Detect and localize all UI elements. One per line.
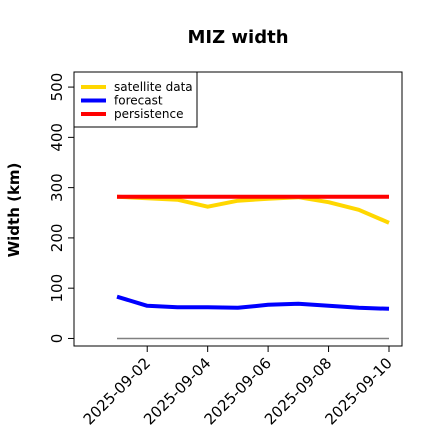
x-axis: 2025-09-022025-09-042025-09-062025-09-08… (80, 346, 396, 428)
y-tick-label: 500 (48, 73, 66, 102)
chart-title: MIZ width (187, 27, 288, 48)
y-axis-label: Width (km) (5, 163, 23, 258)
y-tick-label: 400 (48, 123, 66, 152)
legend-label-forecast: forecast (114, 94, 163, 108)
y-tick-label: 100 (48, 274, 66, 303)
legend-label-satellite-data: satellite data (114, 80, 193, 94)
y-tick-label: 0 (48, 334, 66, 344)
series-line-forecast (116, 294, 390, 311)
series-layer (116, 194, 390, 340)
series-line-satellite-data (116, 194, 390, 225)
plot-frame (73, 71, 403, 347)
y-tick-label: 300 (48, 173, 66, 202)
y-axis: 0 100 200 300 400 500 (48, 73, 74, 343)
y-tick-label: 200 (48, 224, 66, 253)
legend-label-persistence: persistence (114, 107, 183, 121)
